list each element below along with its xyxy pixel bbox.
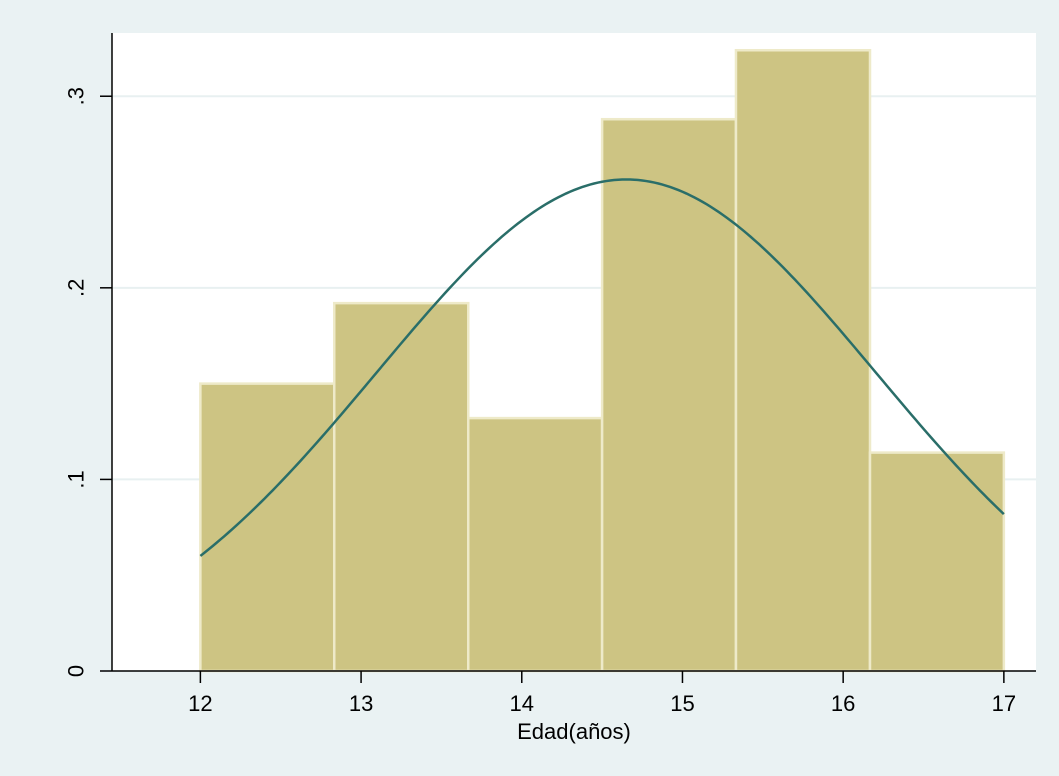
normal-density-curve: [199, 178, 1005, 557]
histogram-bar-1: [199, 382, 336, 673]
y-tick-label-0: 0: [64, 665, 89, 677]
x-tick-label-3: 15: [670, 691, 694, 716]
x-axis-title: Edad(años): [517, 719, 631, 744]
y-tick-label-1: .1: [64, 470, 89, 488]
axes: [111, 33, 1036, 672]
x-tick-label-1: 13: [349, 691, 373, 716]
x-axis-ticks: 12 13 14 15 16 17: [188, 671, 1016, 716]
x-tick-label-2: 14: [510, 691, 534, 716]
histogram-bar-3: [467, 416, 604, 673]
x-tick-label-5: 17: [992, 691, 1016, 716]
histogram-bar-5: [734, 48, 872, 673]
histogram-bar-4: [600, 117, 738, 673]
histogram-bar-6: [868, 451, 1006, 673]
histogram-bar-2: [332, 301, 470, 673]
y-axis-ticks: 0 .1 .2 .3: [64, 87, 112, 677]
x-tick-label-0: 12: [188, 691, 212, 716]
density-curve-group: [199, 178, 1005, 557]
y-tick-label-3: .3: [64, 87, 89, 105]
histogram-bars: [199, 48, 1006, 673]
y-tick-label-2: .2: [64, 279, 89, 297]
x-tick-label-4: 16: [831, 691, 855, 716]
